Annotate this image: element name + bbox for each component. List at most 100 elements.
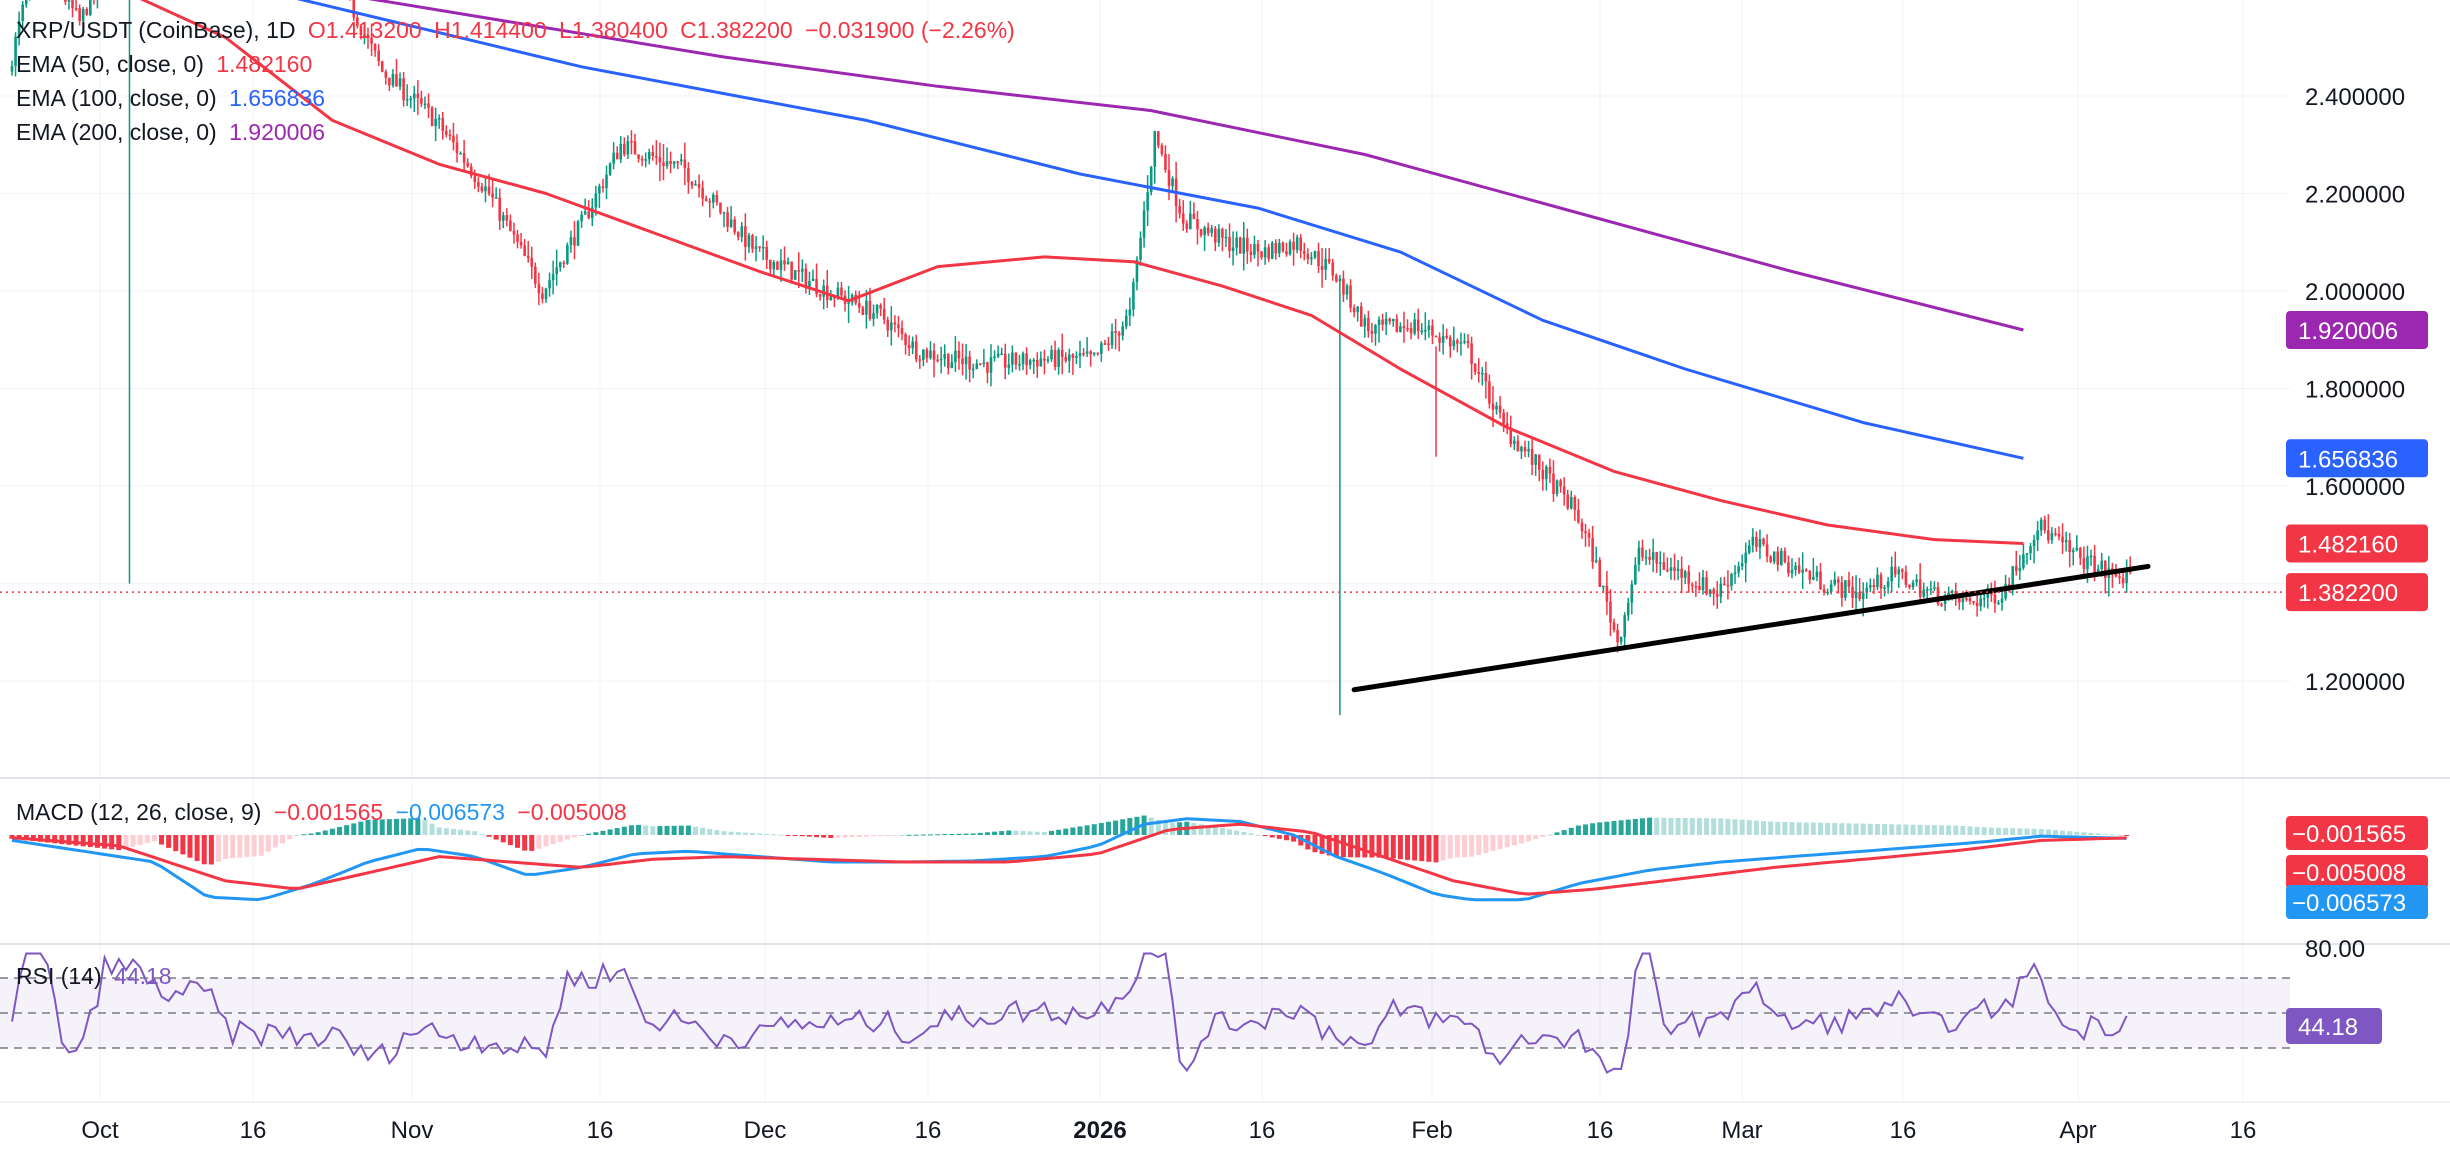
candle-body bbox=[1459, 342, 1463, 344]
ema100-line bbox=[296, 0, 2024, 460]
candle-body bbox=[861, 307, 865, 315]
candle-body bbox=[957, 350, 961, 359]
candle-body bbox=[811, 278, 815, 281]
macd-histogram-bar bbox=[1590, 823, 1596, 835]
candle-body bbox=[1993, 594, 1997, 604]
candle-body bbox=[1765, 544, 1769, 557]
candle-body bbox=[1089, 351, 1092, 355]
candle-body bbox=[1936, 587, 1940, 605]
macd-histogram-bar bbox=[2109, 834, 2115, 836]
candle-body bbox=[1242, 237, 1246, 254]
macd-histogram-bar bbox=[1319, 835, 1325, 854]
macd-histogram-bar bbox=[1376, 835, 1382, 858]
candle-body bbox=[1751, 536, 1755, 546]
candle-body bbox=[1213, 228, 1217, 243]
time-axis-label: Mar bbox=[1721, 1117, 1762, 1144]
ema50-value: 1.482160 bbox=[216, 51, 313, 77]
candle-body bbox=[2089, 555, 2093, 558]
candle-body bbox=[480, 186, 484, 192]
macd-signal-value: −0.005008 bbox=[517, 799, 627, 825]
macd-histogram-bar bbox=[287, 835, 293, 840]
macd-histogram-bar bbox=[1390, 835, 1396, 859]
candle-body bbox=[377, 50, 380, 62]
candle-body bbox=[2121, 577, 2125, 584]
candle-body bbox=[71, 0, 74, 9]
candle-body bbox=[1448, 337, 1452, 347]
candle-body bbox=[904, 334, 907, 345]
macd-histogram-bar bbox=[1995, 827, 2001, 835]
macd-histogram-bar bbox=[806, 835, 812, 837]
candle-body bbox=[918, 359, 922, 361]
macd-histogram-bar bbox=[102, 835, 108, 849]
candle-body bbox=[2103, 560, 2107, 578]
macd-histogram-bar bbox=[1276, 835, 1282, 839]
macd-histogram-bar bbox=[1753, 820, 1759, 835]
macd-histogram-bar bbox=[2052, 830, 2058, 835]
candle-body bbox=[1979, 598, 1982, 607]
price-axis-label: 1.600000 bbox=[2305, 474, 2405, 501]
candle-body bbox=[1812, 577, 1815, 580]
candle-body bbox=[704, 198, 708, 202]
macd-histogram-bar bbox=[2088, 832, 2094, 835]
macd-histogram-bar bbox=[935, 834, 941, 836]
candle-body bbox=[1513, 440, 1516, 445]
candle-body bbox=[2086, 556, 2089, 570]
candle-body bbox=[1082, 353, 1085, 355]
candle-body bbox=[2093, 555, 2096, 575]
candle-body bbox=[459, 153, 462, 155]
candle-body bbox=[1491, 403, 1495, 410]
macd-histogram-bar bbox=[472, 831, 478, 835]
macd-histogram-bar bbox=[358, 821, 364, 835]
candle-body bbox=[890, 322, 893, 331]
candle-body bbox=[1135, 259, 1139, 283]
candle-body bbox=[1701, 577, 1705, 591]
price-axis-label: 2.400000 bbox=[2305, 84, 2405, 111]
macd-histogram-bar bbox=[1711, 818, 1717, 835]
macd-histogram-bar bbox=[1070, 827, 1076, 835]
macd-histogram-bar bbox=[992, 831, 998, 835]
macd-histogram-bar bbox=[1611, 821, 1617, 835]
candle-body bbox=[1338, 278, 1342, 282]
candle-body bbox=[388, 77, 391, 86]
macd-histogram-bar bbox=[564, 835, 570, 840]
macd-histogram-bar bbox=[949, 833, 955, 835]
macd-histogram-bar bbox=[1255, 834, 1261, 836]
candle-body bbox=[2064, 540, 2068, 543]
macd-histogram-bar bbox=[2038, 828, 2044, 835]
time-axis-label: 16 bbox=[915, 1117, 942, 1144]
macd-histogram-bar bbox=[215, 835, 221, 862]
macd-histogram-bar bbox=[1939, 825, 1945, 835]
candle-body bbox=[708, 201, 712, 203]
candle-body bbox=[751, 235, 754, 249]
macd-histogram-bar bbox=[1212, 826, 1218, 835]
macd-histogram-bar bbox=[1632, 818, 1638, 835]
macd-histogram-bar bbox=[2003, 827, 2009, 835]
candle-body bbox=[566, 245, 569, 264]
candle-body bbox=[1840, 582, 1844, 598]
candle-body bbox=[914, 341, 918, 360]
candle-body bbox=[1502, 412, 1505, 424]
candle-body bbox=[1043, 358, 1046, 361]
macd-histogram-bar bbox=[963, 833, 969, 835]
candle-body bbox=[445, 130, 448, 135]
candle-body bbox=[1057, 349, 1060, 367]
candle-body bbox=[1249, 251, 1253, 255]
candle-body bbox=[626, 140, 630, 155]
macd-histogram-bar bbox=[223, 835, 229, 859]
macd-histogram-bar bbox=[1006, 830, 1012, 835]
candle-body bbox=[1381, 319, 1384, 325]
candle-body bbox=[964, 356, 968, 365]
macd-histogram-bar bbox=[401, 818, 407, 835]
macd-histogram-bar bbox=[144, 835, 150, 844]
candle-body bbox=[1046, 359, 1050, 361]
candle-body bbox=[608, 163, 612, 175]
macd-badge-label: −0.001565 bbox=[2292, 821, 2406, 848]
candle-body bbox=[658, 157, 662, 163]
macd-histogram-bar bbox=[436, 827, 442, 835]
candle-body bbox=[623, 143, 626, 155]
candle-body bbox=[1384, 318, 1388, 325]
candle-body bbox=[672, 161, 676, 165]
candle-body bbox=[662, 162, 665, 167]
candle-body bbox=[558, 262, 562, 268]
